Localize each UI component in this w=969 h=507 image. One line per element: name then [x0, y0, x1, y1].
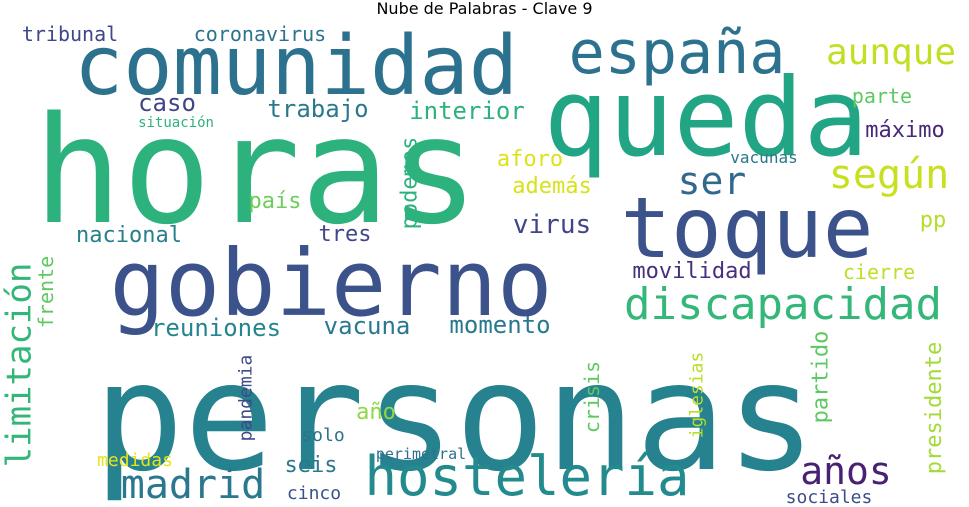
word-situacion: situación: [138, 115, 214, 131]
word-anos: años: [800, 449, 892, 493]
word-interior: interior: [409, 97, 525, 125]
word-caso: caso: [138, 89, 196, 117]
word-perimetral: perimetral: [375, 444, 467, 463]
word-parte: parte: [851, 84, 913, 108]
word-ser: ser: [677, 159, 747, 203]
word-crisis: crisis: [580, 360, 604, 434]
word-frente: frente: [34, 255, 58, 329]
word-coronavirus: coronavirus: [193, 22, 327, 46]
word-vacunas: vacunas: [730, 148, 798, 167]
word-queda: queda: [543, 56, 869, 181]
word-pandemia: pandemia: [234, 354, 256, 442]
word-segun: según: [828, 152, 950, 198]
word-seis: seis: [284, 453, 338, 478]
word-maximo: máximo: [865, 118, 945, 143]
word-discapacidad: discapacidad: [624, 279, 942, 330]
word-toque: toque: [620, 179, 874, 277]
word-pais: país: [248, 189, 302, 214]
word-horas: horas: [33, 85, 479, 257]
word-solo: solo: [301, 425, 345, 446]
word-medidas: medidas: [97, 450, 173, 471]
word-aunque: aunque: [825, 32, 957, 73]
word-cinco: cinco: [286, 483, 342, 504]
word-espana: españa: [568, 18, 786, 88]
word-comunidad: comunidad: [73, 19, 519, 114]
word-ademas: además: [512, 174, 592, 199]
word-madrid: madrid: [120, 462, 266, 507]
word-podemos: podemos: [397, 136, 422, 230]
word-tribunal: tribunal: [21, 22, 119, 46]
word-tres: tres: [318, 222, 372, 247]
word-personas: personas: [93, 331, 817, 505]
word-ano: año: [356, 400, 396, 425]
word-hosteleria: hostelería: [364, 445, 690, 507]
word-cierre: cierre: [842, 260, 916, 284]
word-vacuna: vacuna: [323, 312, 411, 340]
word-nacional: nacional: [76, 223, 182, 248]
word-iglesias: iglesias: [685, 351, 707, 439]
word-aforo: aforo: [496, 147, 564, 172]
word-virus: virus: [512, 210, 592, 240]
word-partido: partido: [808, 330, 833, 424]
word-reuniones: reuniones: [150, 314, 282, 342]
word-presidente: presidente: [921, 341, 947, 475]
word-pp: pp: [919, 208, 947, 233]
word-sociales: sociales: [785, 487, 873, 507]
word-trabajo: trabajo: [267, 95, 369, 123]
word-gobierno: gobierno: [109, 230, 553, 337]
word-movilidad: movilidad: [632, 259, 752, 284]
word-limitacion: limitación: [0, 262, 40, 468]
word-momento: momento: [449, 311, 551, 339]
figure-title: Nube de Palabras - Clave 9: [376, 0, 593, 18]
